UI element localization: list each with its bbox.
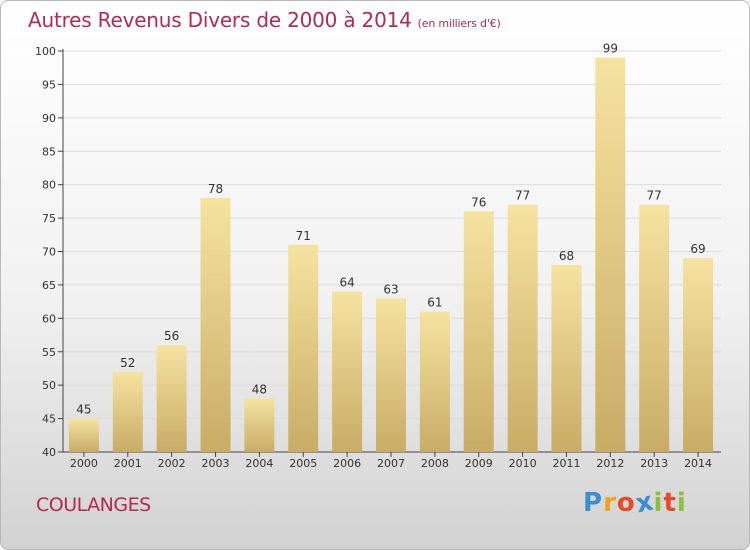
data-label: 71 [296,229,311,243]
y-tick-label: 80 [42,179,56,192]
data-label: 56 [164,329,179,343]
x-tick-label: 2011 [552,457,580,470]
bar [68,418,99,452]
y-tick-label: 90 [42,112,56,125]
data-label: 48 [252,383,267,397]
y-tick-label: 95 [42,78,56,91]
y-tick-label: 45 [42,413,56,426]
logo-letter: P [583,488,604,518]
bar [156,345,187,452]
bar [551,264,582,452]
data-label: 63 [383,282,398,296]
data-label: 45 [76,403,91,417]
data-label: 76 [471,195,486,209]
bar [419,311,450,452]
x-tick-label: 2003 [202,457,230,470]
chart-title-text: Autres Revenus Divers de 2000 à 2014 [28,8,412,32]
x-tick-label: 2006 [333,457,361,470]
y-tick-label: 60 [42,312,56,325]
bar [639,204,670,452]
data-label: 52 [120,356,135,370]
bar [332,291,363,452]
logo-letter: o [616,488,636,518]
chart-title: Autres Revenus Divers de 2000 à 2014 (en … [28,8,501,32]
bar [595,57,626,452]
data-label: 68 [559,249,574,263]
bar [288,244,319,452]
bar [200,198,231,452]
bar [376,298,406,452]
data-label: 78 [208,182,223,196]
proxiti-logo: Proxiti [583,486,687,519]
bar [112,371,143,452]
x-tick-label: 2007 [377,457,405,470]
y-tick-label: 100 [35,45,56,58]
data-label: 99 [603,42,618,56]
commune-name: COULANGES [36,494,151,516]
unit-note: (en milliers d'€) [417,17,501,30]
data-label: 77 [515,189,530,203]
y-tick-label: 50 [42,379,56,392]
y-tick-label: 75 [42,212,56,225]
logo-letter: i [653,488,664,518]
y-tick-label: 55 [42,346,56,359]
x-tick-label: 2002 [158,457,186,470]
bar [507,204,538,452]
x-tick-label: 2004 [245,457,273,470]
logo-letter: t [663,488,677,518]
y-tick-label: 70 [42,246,56,259]
x-tick-label: 2008 [421,457,449,470]
y-tick-label: 85 [42,145,56,158]
bar [463,211,494,452]
x-tick-label: 2012 [596,457,624,470]
x-tick-label: 2010 [509,457,537,470]
x-tick-label: 2005 [289,457,317,470]
logo-letter: i [676,488,687,518]
x-tick-label: 2014 [684,457,712,470]
x-tick-label: 2013 [640,457,668,470]
y-tick-label: 40 [42,446,56,459]
data-label: 64 [339,276,354,290]
y-tick-label: 65 [42,279,56,292]
x-tick-label: 2001 [114,457,142,470]
bar [683,258,714,452]
data-label: 77 [647,189,662,203]
x-tick-label: 2000 [70,457,98,470]
data-label: 69 [690,242,705,256]
bar [244,398,275,452]
data-label: 61 [427,296,442,310]
x-tick-label: 2009 [465,457,493,470]
logo-letter: r [603,488,617,518]
